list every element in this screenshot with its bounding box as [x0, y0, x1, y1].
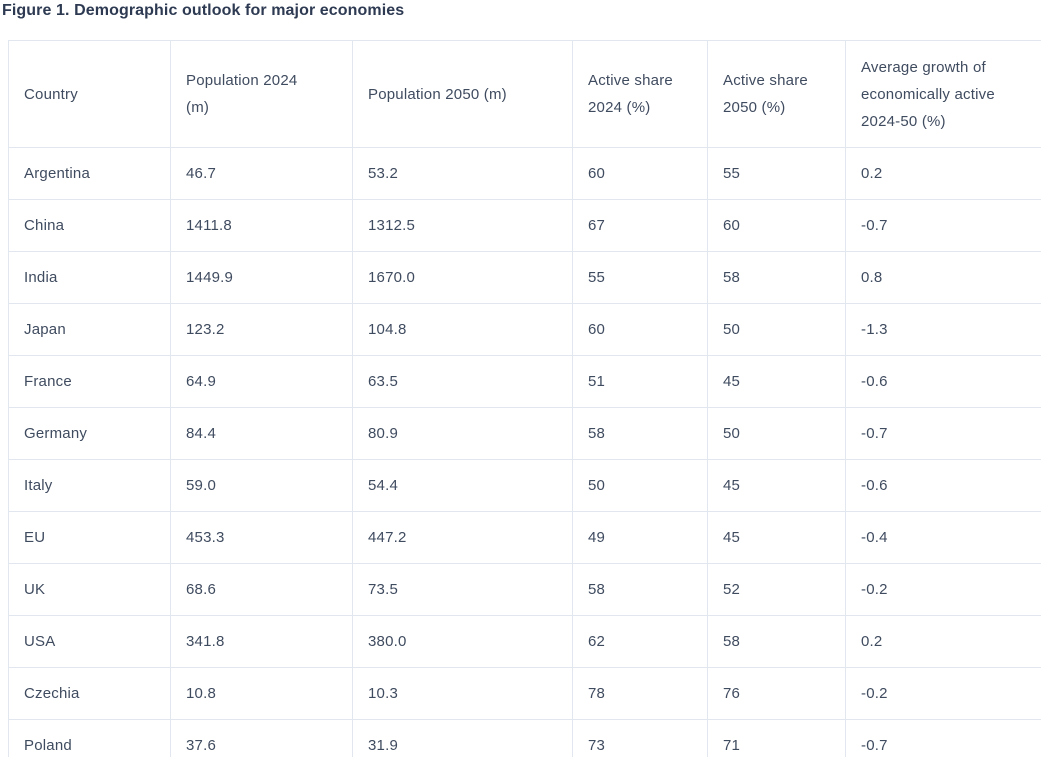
table-row: Argentina 46.7 53.2 60 55 0.2	[8, 147, 1041, 200]
table-row: Germany 84.4 80.9 58 50 -0.7	[8, 407, 1041, 460]
table-cell: 380.0	[352, 615, 573, 668]
cell-country: Germany	[8, 407, 171, 460]
table-cell: 54.4	[352, 459, 573, 512]
cell-country: UK	[8, 563, 171, 616]
table-cell: 10.8	[170, 667, 353, 720]
table-cell: 0.8	[845, 251, 1041, 304]
table-row: UK 68.6 73.5 58 52 -0.2	[8, 563, 1041, 616]
table-cell: 447.2	[352, 511, 573, 564]
column-header: Population 2024 (m)	[170, 40, 353, 148]
table-cell: 49	[572, 511, 708, 564]
table-cell: 0.2	[845, 147, 1041, 200]
table-cell: 68.6	[170, 563, 353, 616]
column-header: Active share 2050 (%)	[707, 40, 846, 148]
table-row: Italy 59.0 54.4 50 45 -0.6	[8, 459, 1041, 512]
cell-country: Poland	[8, 719, 171, 757]
table-cell: 123.2	[170, 303, 353, 356]
table-cell: 1411.8	[170, 199, 353, 252]
cell-country: Argentina	[8, 147, 171, 200]
cell-country: Czechia	[8, 667, 171, 720]
table-cell: 37.6	[170, 719, 353, 757]
cell-country: Japan	[8, 303, 171, 356]
table-cell: 31.9	[352, 719, 573, 757]
table-cell: 45	[707, 511, 846, 564]
table-row: France 64.9 63.5 51 45 -0.6	[8, 355, 1041, 408]
demographic-outlook-table: Country Population 2024 (m) Population 205…	[8, 40, 1041, 757]
table-cell: 80.9	[352, 407, 573, 460]
cell-country: Italy	[8, 459, 171, 512]
table-cell: 71	[707, 719, 846, 757]
table-cell: 10.3	[352, 667, 573, 720]
table-cell: 59.0	[170, 459, 353, 512]
table-cell: 55	[572, 251, 708, 304]
figure-title: Figure 1. Demographic outlook for major …	[2, 2, 405, 19]
table-cell: -0.7	[845, 407, 1041, 460]
column-header: Country	[8, 40, 171, 148]
table-cell: 58	[572, 407, 708, 460]
table-row: India 1449.9 1670.0 55 58 0.8	[8, 251, 1041, 304]
table-cell: 1312.5	[352, 199, 573, 252]
table-row: China 1411.8 1312.5 67 60 -0.7	[8, 199, 1041, 252]
table-cell: 84.4	[170, 407, 353, 460]
table-cell: 0.2	[845, 615, 1041, 668]
table-cell: 45	[707, 459, 846, 512]
column-header: Average growth of economically active 20…	[845, 40, 1041, 148]
table-cell: 50	[572, 459, 708, 512]
cell-country: USA	[8, 615, 171, 668]
table-cell: 60	[572, 147, 708, 200]
cell-country: China	[8, 199, 171, 252]
table-cell: 58	[572, 563, 708, 616]
table-cell: 50	[707, 303, 846, 356]
column-header: Active share 2024 (%)	[572, 40, 708, 148]
table-cell: 53.2	[352, 147, 573, 200]
table-cell: 60	[572, 303, 708, 356]
table-cell: 50	[707, 407, 846, 460]
table-cell: 63.5	[352, 355, 573, 408]
column-header: Population 2050 (m)	[352, 40, 573, 148]
table-cell: -0.2	[845, 667, 1041, 720]
table-cell: 1670.0	[352, 251, 573, 304]
table-cell: -0.2	[845, 563, 1041, 616]
cell-country: India	[8, 251, 171, 304]
demographic-table-container: Country Population 2024 (m) Population 205…	[8, 40, 1041, 757]
cell-country: France	[8, 355, 171, 408]
table-cell: 64.9	[170, 355, 353, 408]
header-row: Country Population 2024 (m) Population 205…	[8, 40, 1041, 148]
table-cell: 104.8	[352, 303, 573, 356]
table-cell: -1.3	[845, 303, 1041, 356]
table-cell: 46.7	[170, 147, 353, 200]
table-cell: 45	[707, 355, 846, 408]
table-cell: 52	[707, 563, 846, 616]
table-cell: 78	[572, 667, 708, 720]
table-row: Czechia 10.8 10.3 78 76 -0.2	[8, 667, 1041, 720]
table-row: USA 341.8 380.0 62 58 0.2	[8, 615, 1041, 668]
table-cell: 67	[572, 199, 708, 252]
table-cell: -0.6	[845, 355, 1041, 408]
table-row: Japan 123.2 104.8 60 50 -1.3	[8, 303, 1041, 356]
table-cell: -0.7	[845, 199, 1041, 252]
cell-country: EU	[8, 511, 171, 564]
table-cell: 60	[707, 199, 846, 252]
table-cell: 58	[707, 251, 846, 304]
table-cell: 55	[707, 147, 846, 200]
table-cell: 453.3	[170, 511, 353, 564]
table-cell: -0.6	[845, 459, 1041, 512]
table-row: Poland 37.6 31.9 73 71 -0.7	[8, 719, 1041, 757]
table-cell: -0.4	[845, 511, 1041, 564]
table-cell: 76	[707, 667, 846, 720]
table-cell: 341.8	[170, 615, 353, 668]
table-cell: 58	[707, 615, 846, 668]
table-body: Argentina 46.7 53.2 60 55 0.2 China 1411.8 1312.…	[8, 147, 1041, 757]
table-row: EU 453.3 447.2 49 45 -0.4	[8, 511, 1041, 564]
table-cell: 51	[572, 355, 708, 408]
table-cell: 1449.9	[170, 251, 353, 304]
table-header: Country Population 2024 (m) Population 205…	[8, 40, 1041, 148]
table-cell: 62	[572, 615, 708, 668]
table-cell: -0.7	[845, 719, 1041, 757]
table-cell: 73	[572, 719, 708, 757]
table-cell: 73.5	[352, 563, 573, 616]
